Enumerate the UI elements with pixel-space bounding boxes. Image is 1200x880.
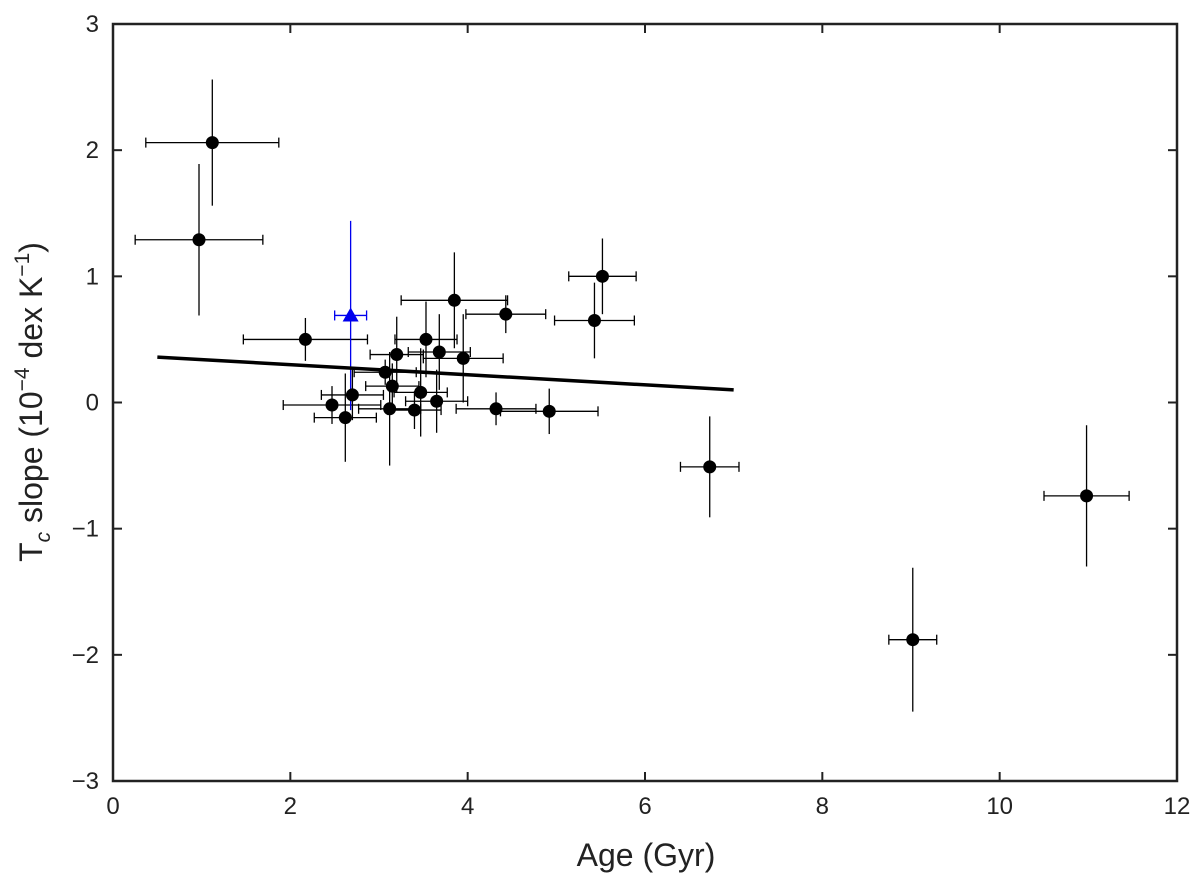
fit-line [157,355,734,392]
x-axis-label: Age (Gyr) [577,837,716,873]
data-point [499,307,513,321]
data-point [383,402,397,416]
data-point [378,365,392,379]
data-point [489,402,503,416]
y-tick-label: 1 [86,263,99,290]
data-point [419,332,433,346]
data-point [192,233,206,247]
data-markers [192,136,1094,647]
data-point [595,269,609,283]
y-tick-label: 2 [86,137,99,164]
data-point [298,332,312,346]
axis-ticks [112,23,1178,782]
data-point [430,394,444,408]
plot-frame [111,22,1179,783]
x-tick-labels: 0 2 4 6 8 10 12 [106,793,1190,820]
data-point [587,313,601,327]
data-point [456,351,470,365]
data-point [390,348,404,362]
data-point [432,345,446,359]
y-tick-label: 3 [86,11,99,38]
data-point [325,398,339,412]
data-point [414,385,428,399]
x-tick-label: 8 [816,793,829,820]
data-point [345,388,359,402]
y-axis-label: Tc slope (10−4 dex K−1) [11,242,55,562]
x-tick-label: 6 [638,793,651,820]
data-point [906,633,920,647]
x-tick-label: 12 [1164,793,1191,820]
data-point [205,136,219,150]
y-tick-label: −1 [72,516,99,543]
data-point [703,460,717,474]
data-point [407,403,421,417]
x-tick-label: 2 [284,793,297,820]
error-bars [134,79,1130,712]
data-point [385,379,399,393]
y-tick-label: −2 [72,642,99,669]
x-tick-label: 10 [986,793,1013,820]
data-point [447,293,461,307]
y-tick-label: −3 [72,768,99,795]
y-tick-labels: −3 −2 −1 0 1 2 3 [72,11,99,795]
x-tick-label: 0 [106,793,119,820]
data-point-triangle [342,307,359,322]
data-point [542,404,556,418]
data-point [338,411,352,425]
x-tick-label: 4 [461,793,474,820]
y-tick-label: 0 [86,390,99,417]
data-point [1080,489,1094,503]
